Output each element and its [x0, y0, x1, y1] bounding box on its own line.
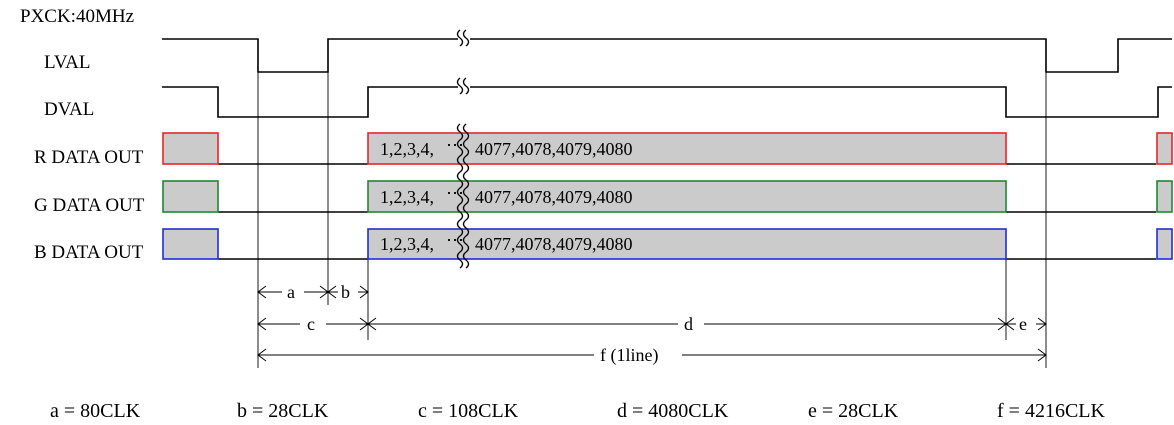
g-data-waveform: [162, 180, 1173, 213]
break-mark-lval: [456, 29, 470, 47]
b-data-values-head: 1,2,3,4,: [380, 234, 434, 254]
dimension-c: c: [257, 314, 369, 334]
g-data-ellipsis: ⋯: [446, 183, 464, 203]
b-data-waveform: [162, 228, 1173, 260]
dimension-f-label: f (1line): [600, 345, 658, 366]
dimension-d-label: d: [684, 314, 693, 334]
r-data-block-next: [1156, 132, 1173, 165]
b-data-block-next: [1156, 228, 1173, 260]
dimension-e: e: [1005, 314, 1047, 334]
clock-label: PXCK:40MHz: [20, 6, 134, 27]
lval-label: LVAL: [44, 52, 90, 73]
dimension-b-label: b: [341, 282, 350, 302]
dimension-c-label: c: [307, 314, 315, 334]
g-data-block-next: [1156, 180, 1173, 213]
b-data-label: B DATA OUT: [34, 242, 144, 263]
dval-waveform: [162, 86, 1172, 118]
r-data-waveform: [162, 132, 1173, 165]
dimension-d: d: [367, 314, 1007, 334]
r-data-ellipsis: ⋯: [446, 135, 464, 155]
clock-legend: a = 80CLK b = 28CLK c = 108CLK d = 4080C…: [50, 400, 1105, 422]
break-marks: [456, 29, 470, 269]
r-data-label: R DATA OUT: [34, 147, 144, 168]
break-mark-dval: [456, 77, 470, 95]
dval-label: DVAL: [44, 99, 94, 120]
g-data-block-pre: [162, 180, 219, 213]
legend-a: a = 80CLK: [50, 400, 141, 422]
b-data-ellipsis: ⋯: [446, 230, 464, 250]
r-data-values-tail: 4077,4078,4079,4080: [475, 139, 633, 159]
g-data-values-tail: 4077,4078,4079,4080: [475, 187, 633, 207]
b-data-values-tail: 4077,4078,4079,4080: [475, 234, 633, 254]
legend-e: e = 28CLK: [808, 400, 899, 422]
legend-d: d = 4080CLK: [617, 400, 729, 422]
dimension-a-label: a: [287, 282, 295, 302]
dimension-b: b: [327, 282, 369, 302]
g-data-values-head: 1,2,3,4,: [380, 187, 434, 207]
g-data-label: G DATA OUT: [34, 195, 145, 216]
dimension-a: a: [257, 282, 329, 302]
r-data-block-pre: [162, 132, 219, 165]
lval-waveform: [162, 38, 1172, 73]
b-data-block-main: [367, 228, 1007, 260]
b-data-block-pre: [162, 228, 219, 260]
legend-c: c = 108CLK: [418, 400, 519, 422]
g-data-block-main: [367, 180, 1007, 213]
dimension-f: f (1line): [257, 345, 1047, 366]
legend-f: f = 4216CLK: [997, 400, 1105, 422]
r-data-block-main: [367, 132, 1007, 165]
legend-b: b = 28CLK: [237, 400, 329, 422]
dimension-e-label: e: [1019, 314, 1027, 334]
break-mark-data-column: [456, 123, 470, 269]
r-data-values-head: 1,2,3,4,: [380, 139, 434, 159]
